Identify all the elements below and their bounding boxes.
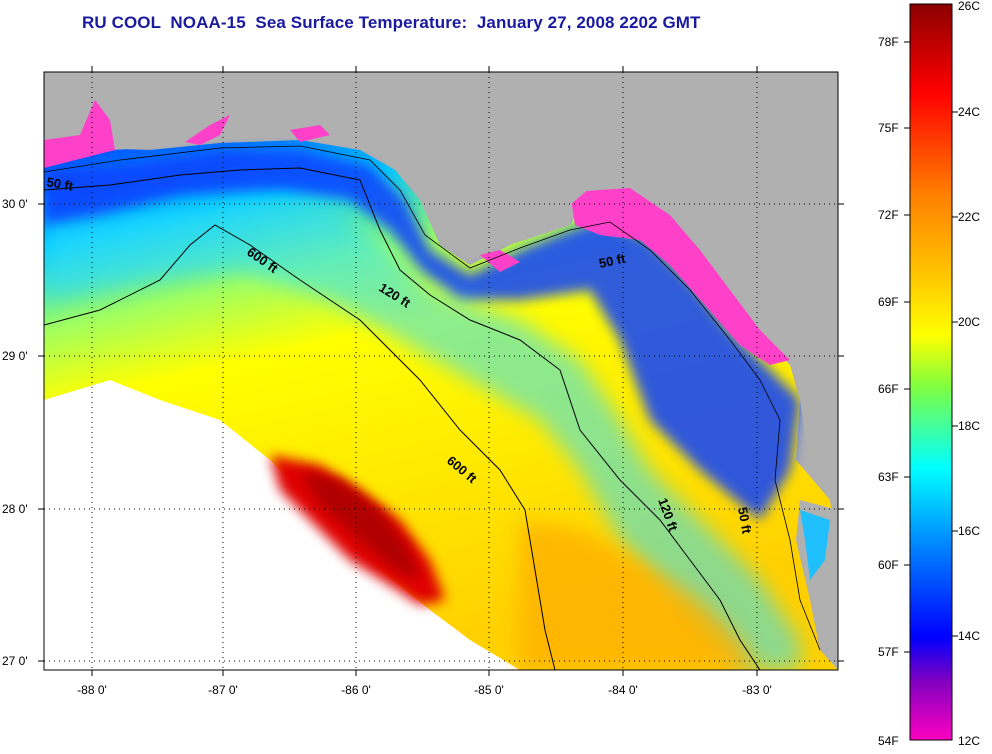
axis-ticks (38, 66, 844, 676)
cbar-f-72: 72F (878, 208, 899, 222)
cbar-c-26: 26C (958, 0, 980, 13)
lon-label-87: -87 0' (208, 683, 238, 697)
cold-water-apalachicola (480, 250, 520, 272)
cbar-f-57: 57F (878, 645, 899, 659)
cold-coastal-band (44, 150, 800, 520)
tampa-bay-water (800, 510, 830, 580)
cbar-f-63: 63F (878, 470, 899, 484)
cbar-c-12: 12C (958, 734, 980, 748)
cbar-f-60: 60F (878, 558, 899, 572)
lon-label-85: -85 0' (474, 683, 504, 697)
lat-label-30: 30 0' (2, 197, 28, 211)
contour-50ft (44, 145, 821, 651)
contour-label-50ft-west: 50 ft (45, 174, 75, 194)
cbar-c-22: 22C (958, 210, 980, 224)
cbar-c-18: 18C (958, 419, 980, 433)
cbar-f-69: 69F (878, 295, 899, 309)
cbar-c-14: 14C (958, 629, 980, 643)
lon-label-84: -84 0' (608, 683, 638, 697)
colorbar-ticks (904, 41, 958, 653)
cbar-c-16: 16C (958, 524, 980, 538)
pensacola-bay (185, 115, 230, 145)
lat-label-28: 28 0' (2, 502, 28, 516)
lon-label-88: -88 0' (77, 683, 107, 697)
cbar-c-20: 20C (958, 315, 980, 329)
land-mass (44, 72, 838, 480)
lat-label-29: 29 0' (2, 349, 28, 363)
no-data-region (44, 380, 520, 670)
cool-band (44, 200, 800, 670)
cbar-c-24: 24C (958, 105, 980, 119)
lat-label-27: 27 0' (2, 654, 28, 668)
figure-title: RU COOL NOAA-15 Sea Surface Temperature:… (82, 13, 701, 32)
cbar-f-75: 75F (878, 121, 899, 135)
colorbar (909, 3, 953, 741)
plot-frame (43, 71, 839, 671)
warm-core (300, 470, 420, 580)
cbar-f-54: 54F (878, 734, 899, 748)
lon-label-83: -83 0' (742, 683, 772, 697)
lon-label-86: -86 0' (341, 683, 371, 697)
choctawhatchee-bay (290, 125, 330, 142)
warm-patch-south (520, 520, 760, 670)
contour-600ft (44, 224, 556, 670)
contour-label-50ft-north: 50 ft (598, 251, 628, 271)
cbar-f-78: 78F (878, 35, 899, 49)
cbar-f-66: 66F (878, 382, 899, 396)
sst-layer: 50 ft 50 ft 50 ft 120 ft 120 ft 600 ft 6… (44, 72, 838, 670)
mobile-bay-water (44, 100, 115, 165)
contour-120ft (44, 167, 761, 670)
contour-label-50ft-south: 50 ft (735, 506, 755, 536)
